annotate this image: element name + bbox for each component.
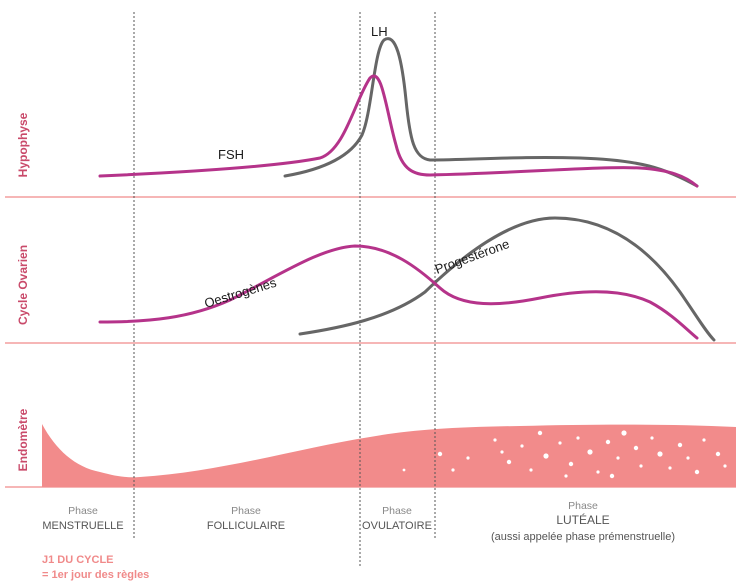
note-j1-line1: J1 DU CYCLE — [42, 554, 114, 566]
curve-label-oestrogenes: Oestrogènes — [202, 275, 278, 311]
row-label-endometre: Endomètre — [16, 408, 30, 471]
lh-curve — [283, 37, 699, 188]
progesterone-curve — [298, 216, 716, 342]
row-label-hypophyse: Hypophyse — [16, 112, 30, 177]
phase-folliculaire: Phase FOLLICULAIRE — [207, 505, 285, 532]
fsh-curve — [98, 74, 699, 188]
curve-label-fsh: FSH — [218, 147, 244, 162]
phase-menstruelle: Phase MENSTRUELLE — [42, 505, 123, 532]
endometrium-dots — [402, 430, 727, 479]
note-j1-line2: = 1er jour des règles — [42, 569, 149, 581]
phase-name: OVULATOIRE — [362, 520, 432, 532]
phase-luteale: Phase LUTÉALE (aussi appelée phase préme… — [491, 500, 675, 543]
endometrium-area — [42, 424, 736, 487]
curve-label-progesterone: Progestérone — [433, 236, 511, 277]
phase-subtitle: (aussi appelée phase prémenstruelle) — [491, 531, 675, 543]
phase-name: MENSTRUELLE — [42, 520, 123, 532]
phase-word: Phase — [382, 505, 412, 517]
oestrogenes-curve — [98, 244, 699, 340]
phase-name: LUTÉALE — [556, 512, 609, 527]
phase-word: Phase — [568, 500, 598, 512]
curve-label-lh: LH — [371, 24, 388, 39]
phase-word: Phase — [231, 505, 261, 517]
phase-name: FOLLICULAIRE — [207, 520, 285, 532]
phase-word: Phase — [68, 505, 98, 517]
phase-ovulatoire: Phase OVULATOIRE — [362, 505, 432, 532]
row-label-cycle-ovarien: Cycle Ovarien — [16, 245, 30, 325]
